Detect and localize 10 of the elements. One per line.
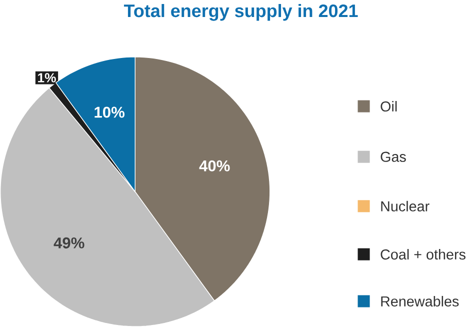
legend-label: Coal + others xyxy=(380,249,466,260)
chart-title: Total energy supply in 2021 xyxy=(124,4,358,21)
legend-label: Renewables xyxy=(381,296,459,307)
data-label: 1% xyxy=(38,73,56,82)
data-label: 49% xyxy=(54,237,84,249)
legend-label: Gas xyxy=(380,152,406,162)
data-label: 10% xyxy=(94,106,124,118)
legend-label: Nuclear xyxy=(381,200,430,212)
legend-label: Oil xyxy=(380,101,397,112)
data-label: 40% xyxy=(199,160,230,172)
